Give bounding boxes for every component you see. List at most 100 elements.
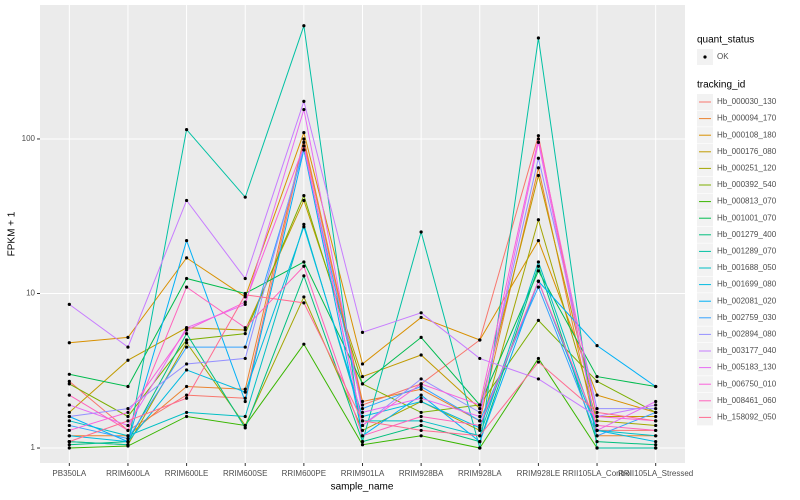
point xyxy=(654,406,658,411)
point xyxy=(595,419,599,423)
point xyxy=(419,419,423,423)
point xyxy=(243,195,247,199)
point xyxy=(184,345,189,349)
point xyxy=(536,260,541,264)
y-axis-label: FPKM + 1 xyxy=(7,211,18,256)
x-tick-label: RRII105LA_Control xyxy=(562,469,632,478)
point xyxy=(243,396,247,400)
point xyxy=(478,403,482,407)
point xyxy=(360,440,365,444)
point xyxy=(243,332,247,336)
point xyxy=(243,356,247,361)
point xyxy=(360,410,365,415)
legend-label: Hb_002759_030 xyxy=(717,313,777,322)
point xyxy=(67,341,71,345)
point xyxy=(654,423,658,428)
point xyxy=(654,443,658,447)
point xyxy=(184,328,189,332)
point xyxy=(67,440,71,444)
point xyxy=(654,399,658,404)
legend-point xyxy=(703,55,707,59)
point xyxy=(302,264,306,268)
point xyxy=(360,330,365,335)
point xyxy=(184,198,189,203)
legend-label: Hb_000251_120 xyxy=(717,164,777,173)
point xyxy=(478,423,482,428)
point xyxy=(126,419,130,423)
point xyxy=(478,338,482,342)
x-tick-label: RRII105LA_Stressed xyxy=(618,469,693,478)
point xyxy=(478,428,482,433)
point xyxy=(126,345,130,349)
point xyxy=(478,414,482,419)
point xyxy=(360,374,365,379)
point xyxy=(360,434,365,438)
point xyxy=(243,423,247,428)
point xyxy=(243,414,247,419)
point xyxy=(478,410,482,415)
point xyxy=(595,344,599,348)
legend-label: Hb_000176_080 xyxy=(717,147,777,156)
x-tick-label: RRIM928LE xyxy=(517,469,561,478)
x-tick-label: RRIM928LA xyxy=(458,469,502,478)
point xyxy=(419,393,423,397)
point xyxy=(419,396,423,400)
point xyxy=(654,428,658,433)
legend-label: Hb_005183_130 xyxy=(717,363,777,372)
point xyxy=(536,166,541,170)
point xyxy=(302,24,306,28)
point xyxy=(360,406,365,411)
point xyxy=(654,434,658,438)
point xyxy=(654,419,658,423)
legend-label: Hb_002081_020 xyxy=(717,296,777,305)
point xyxy=(67,423,71,428)
point xyxy=(184,332,189,336)
point xyxy=(302,295,306,299)
point xyxy=(184,326,189,330)
point xyxy=(478,434,482,438)
point xyxy=(243,302,247,306)
point xyxy=(67,428,71,433)
legend-label: Hb_002894_080 xyxy=(717,330,777,339)
point xyxy=(302,222,306,226)
legend-label: Hb_000108_180 xyxy=(717,130,777,139)
point xyxy=(360,399,365,404)
point xyxy=(126,440,130,444)
point xyxy=(536,140,541,145)
point xyxy=(360,382,365,386)
point xyxy=(184,410,189,415)
point xyxy=(536,218,541,222)
point xyxy=(184,396,189,400)
point xyxy=(536,356,541,361)
legend-label: Hb_008461_060 xyxy=(717,396,777,405)
x-tick-label: RRIM600SE xyxy=(223,469,267,478)
point xyxy=(536,173,541,178)
point xyxy=(419,414,423,419)
point xyxy=(126,423,130,428)
point xyxy=(595,434,599,438)
x-tick-label: RRIM901LA xyxy=(341,469,385,478)
point xyxy=(302,260,306,264)
point xyxy=(419,399,423,404)
point xyxy=(478,406,482,411)
legend-title: tracking_id xyxy=(697,80,745,91)
point xyxy=(302,225,306,229)
point xyxy=(595,423,599,428)
point xyxy=(419,377,423,381)
x-tick-label: PB350LA xyxy=(52,469,86,478)
point xyxy=(536,285,541,289)
point xyxy=(595,379,599,383)
point xyxy=(595,393,599,397)
point xyxy=(184,338,189,342)
point xyxy=(536,238,541,243)
point xyxy=(67,446,71,450)
point xyxy=(126,410,130,415)
point xyxy=(67,443,71,447)
point xyxy=(184,368,189,372)
legend-label: Hb_158092_050 xyxy=(717,413,777,422)
point xyxy=(536,156,541,160)
point xyxy=(184,256,189,260)
y-tick-label: 100 xyxy=(22,134,36,143)
point xyxy=(184,127,189,132)
